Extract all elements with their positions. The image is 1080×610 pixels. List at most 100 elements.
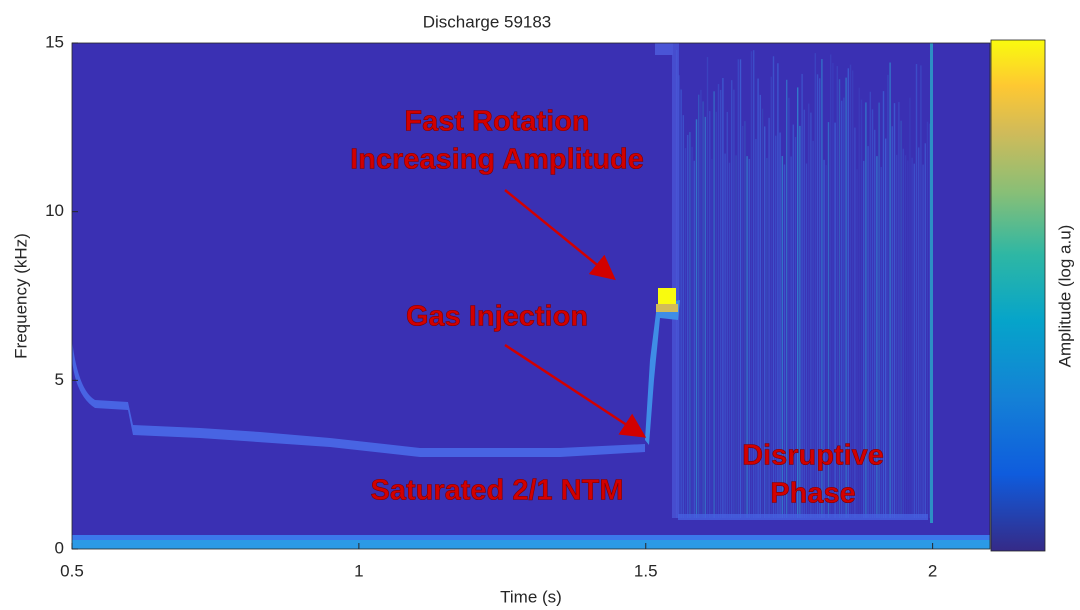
texture — [854, 127, 856, 518]
texture — [746, 156, 748, 519]
texture — [918, 147, 920, 518]
texture — [867, 146, 869, 518]
texture — [687, 134, 689, 518]
texture — [930, 43, 933, 523]
texture — [847, 68, 849, 519]
texture — [726, 111, 728, 519]
texture — [737, 59, 739, 519]
texture — [814, 53, 816, 519]
texture — [878, 102, 880, 518]
y-axis-label: Frequency (kHz) — [11, 233, 30, 359]
texture — [750, 51, 753, 518]
texture — [819, 78, 821, 519]
texture — [889, 62, 891, 518]
texture — [706, 57, 709, 519]
texture — [929, 123, 931, 518]
annotation: Disruptive — [742, 440, 884, 472]
texture — [689, 132, 691, 518]
annotation: Fast Rotation — [404, 106, 589, 138]
texture — [72, 535, 990, 540]
arrow — [504, 189, 616, 281]
texture — [713, 91, 715, 519]
texture — [744, 121, 746, 519]
texture — [863, 160, 865, 518]
x-axis-label: Time (s) — [500, 587, 562, 606]
texture — [924, 143, 926, 518]
texture — [860, 99, 863, 518]
texture — [801, 73, 803, 518]
texture — [722, 77, 724, 518]
texture — [920, 65, 922, 518]
texture — [869, 91, 871, 519]
texture — [880, 167, 882, 519]
texture — [911, 157, 913, 518]
texture — [904, 155, 907, 519]
texture — [656, 304, 678, 312]
texture — [874, 129, 876, 518]
texture — [777, 63, 779, 519]
spectrogram-image — [72, 43, 990, 549]
texture — [845, 77, 847, 518]
y-tick-label: 15 — [45, 32, 64, 51]
texture — [748, 158, 750, 519]
texture — [775, 135, 777, 519]
texture — [788, 97, 790, 518]
texture — [684, 148, 687, 518]
annotation: Saturated 2/1 NTM — [371, 475, 624, 507]
texture — [834, 122, 836, 518]
texture — [858, 87, 860, 518]
texture — [823, 159, 825, 519]
texture — [805, 163, 808, 518]
texture — [841, 100, 843, 519]
texture — [755, 138, 757, 518]
texture — [781, 155, 783, 518]
texture — [772, 56, 775, 519]
plot-frame — [71, 42, 991, 550]
texture — [832, 62, 834, 519]
texture — [797, 87, 799, 519]
texture — [887, 74, 889, 519]
arrow — [504, 343, 647, 438]
texture — [724, 153, 726, 518]
texture — [803, 109, 805, 519]
texture — [717, 84, 720, 518]
annotation: Gas Injection — [406, 301, 588, 333]
texture — [825, 165, 827, 518]
texture — [790, 156, 792, 518]
texture — [680, 89, 682, 518]
texture — [779, 132, 781, 519]
texture — [783, 164, 786, 518]
texture — [720, 89, 722, 518]
texture — [843, 97, 845, 519]
texture — [909, 97, 911, 518]
texture — [733, 89, 735, 518]
chart-title: Discharge 59183 — [423, 12, 552, 31]
texture — [655, 43, 673, 55]
texture — [885, 138, 887, 518]
texture — [72, 540, 990, 549]
texture — [926, 121, 929, 519]
texture — [915, 64, 918, 518]
y-tick-label: 0 — [55, 538, 64, 557]
texture — [715, 111, 717, 518]
annotation: Increasing Amplitude — [350, 144, 644, 176]
texture — [871, 109, 874, 519]
annotation: Phase — [770, 478, 855, 510]
texture — [766, 158, 768, 518]
texture — [882, 91, 885, 519]
texture — [700, 89, 702, 519]
x-tick-label: 2 — [928, 561, 937, 580]
texture — [922, 164, 924, 519]
texture — [902, 148, 904, 518]
texture — [786, 79, 788, 518]
texture — [753, 50, 755, 519]
texture — [682, 115, 684, 518]
texture — [768, 117, 770, 518]
x-tick-label: 1.5 — [634, 561, 658, 580]
x-tick-label: 1 — [354, 561, 363, 580]
texture — [672, 43, 679, 518]
texture — [827, 122, 830, 518]
colorbar — [990, 39, 1046, 552]
texture — [812, 140, 814, 518]
